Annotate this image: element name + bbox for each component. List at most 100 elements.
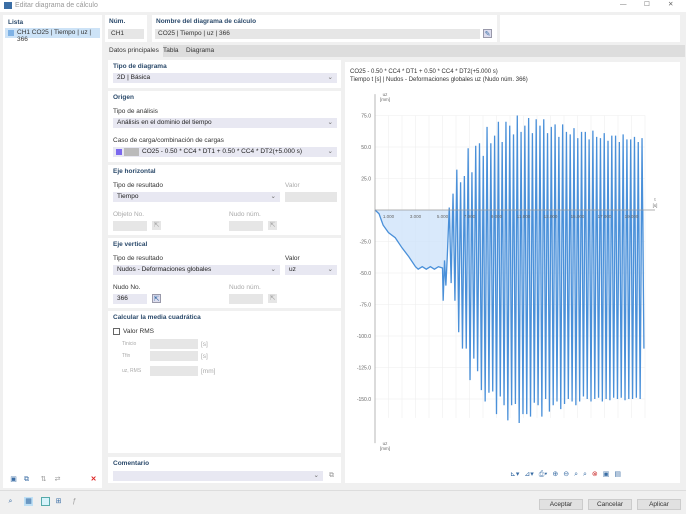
view-table-icon[interactable]: ▤ bbox=[614, 471, 622, 478]
pick-icon: ⇱ bbox=[268, 221, 277, 230]
tinicio-field bbox=[150, 339, 198, 349]
accept-button[interactable]: Aceptar bbox=[539, 499, 583, 510]
y-tick-label: 50.0 bbox=[361, 145, 371, 151]
valor-select[interactable]: uz ⌄ bbox=[285, 265, 337, 275]
x-axis-label: [s] bbox=[653, 203, 658, 208]
chevron-down-icon: ⌄ bbox=[327, 148, 333, 155]
y-tick-label: -150.0 bbox=[357, 397, 371, 403]
window-title: Editar diagrama de cálculo bbox=[15, 2, 98, 9]
comment-select[interactable]: ⌄ bbox=[113, 471, 323, 481]
rms-checkbox-label: Valor RMS bbox=[123, 328, 154, 335]
x-tick-label: 3.000 bbox=[410, 214, 422, 219]
y-tick-label: 25.0 bbox=[361, 177, 371, 183]
pick-node-icon[interactable]: ⇱ bbox=[152, 294, 161, 303]
nudo-label: Nudo núm. bbox=[229, 284, 261, 291]
chart-title: CO25 - 0.50 * CC4 * DT1 + 0.50 * CC4 * D… bbox=[350, 69, 498, 75]
name-field[interactable]: CO25 | Tiempo | uz | 366 bbox=[155, 29, 480, 39]
copy-icon[interactable]: ⧉ bbox=[24, 476, 29, 483]
color-icon[interactable] bbox=[41, 497, 50, 506]
zoom-window-icon[interactable]: ⌕ bbox=[574, 471, 578, 478]
result-type-select[interactable]: Tiempo ⌄ bbox=[113, 192, 280, 202]
select-value: Tiempo bbox=[117, 193, 139, 200]
tab-tabla[interactable]: Tabla bbox=[163, 47, 179, 54]
load-select[interactable]: CO25 - 0.50 * CC4 * DT1 + 0.50 * CC4 * D… bbox=[113, 147, 337, 157]
new-icon[interactable]: ▣ bbox=[10, 476, 17, 483]
objeto-label: Objeto No. bbox=[113, 211, 145, 218]
zoom-in-icon[interactable]: ⊕ bbox=[552, 471, 559, 478]
y-tick-label: -50.0 bbox=[360, 271, 372, 277]
tab-diagrama[interactable]: Diagrama bbox=[186, 47, 215, 54]
view-icon[interactable]: ▣ bbox=[602, 471, 610, 478]
section-header: Comentario bbox=[113, 460, 150, 467]
zoom-out-icon[interactable]: ⊖ bbox=[563, 471, 570, 478]
chart-subtitle: Tiempo t [s] | Nudos - Deformaciones glo… bbox=[350, 77, 528, 83]
series-line bbox=[374, 115, 645, 423]
result-type-select[interactable]: Nudos - Deformaciones globales ⌄ bbox=[113, 265, 280, 275]
zoom-reset-icon[interactable]: ⊗ bbox=[591, 471, 598, 478]
y-tick-label: -125.0 bbox=[357, 366, 371, 372]
num-box: Núm. CH1 bbox=[105, 15, 147, 42]
load-gray-swatch bbox=[124, 148, 139, 156]
tab-datos-principales[interactable]: Datos principales bbox=[105, 45, 163, 57]
apply-button[interactable]: Aplicar bbox=[637, 499, 681, 510]
section-eje-vertical: Eje vertical Tipo de resultado Valor Nud… bbox=[108, 238, 341, 308]
nudo-field bbox=[229, 294, 263, 304]
axis-settings-icon[interactable]: ⊾▾ bbox=[510, 471, 520, 478]
section-header: Tipo de diagrama bbox=[113, 63, 167, 70]
chevron-down-icon: ⌄ bbox=[313, 472, 319, 479]
rms-checkbox[interactable] bbox=[113, 328, 120, 335]
chevron-down-icon: ⌄ bbox=[270, 266, 276, 273]
section-origen: Origen Tipo de análisis Análisis en el d… bbox=[108, 91, 341, 162]
x-tick-label: 11.000 bbox=[517, 214, 531, 219]
list-header: Lista bbox=[8, 19, 24, 26]
y-tick-label: -75.0 bbox=[360, 303, 372, 309]
search-icon[interactable]: ⌕ bbox=[8, 498, 13, 505]
uz-rms-field bbox=[150, 366, 198, 376]
list-panel: Lista CH1 CO25 | Tiempo | uz | 366 ▣ ⧉ ⇅… bbox=[3, 15, 102, 488]
num-label: Núm. bbox=[109, 18, 126, 25]
nudo-no-label: Nudo No. bbox=[113, 284, 141, 291]
chart-panel: CO25 - 0.50 * CC4 * DT1 + 0.50 * CC4 * D… bbox=[345, 62, 680, 483]
result-type-label: Tipo de resultado bbox=[113, 182, 163, 189]
select-value: 2D | Básica bbox=[117, 74, 151, 81]
cancel-button[interactable]: Cancelar bbox=[588, 499, 632, 510]
section-comentario: Comentario ⌄ ⧉ bbox=[108, 457, 341, 483]
diagram-type-select[interactable]: 2D | Básica ⌄ bbox=[113, 73, 337, 83]
close-button[interactable]: ✕ bbox=[668, 1, 674, 8]
edit-icon[interactable]: ✎ bbox=[483, 29, 492, 38]
series-settings-icon[interactable]: ⊿▾ bbox=[524, 471, 534, 478]
title-bar: Editar diagrama de cálculo — ☐ ✕ bbox=[0, 0, 686, 12]
x-tick-label: 9.000 bbox=[491, 214, 503, 219]
list-item[interactable]: CH1 CO25 | Tiempo | uz | 366 bbox=[5, 28, 100, 43]
valor-label: Valor bbox=[285, 255, 300, 262]
nudo-no-field[interactable]: 366 bbox=[113, 294, 147, 304]
pick-icon: ⇱ bbox=[152, 221, 161, 230]
x-tick-label: 17.000 bbox=[598, 214, 612, 219]
structure-icon[interactable]: ⊞ bbox=[55, 498, 62, 505]
valor-label: Valor bbox=[285, 182, 300, 189]
model-icon[interactable]: ▦ bbox=[24, 497, 33, 506]
select-value: Nudos - Deformaciones globales bbox=[117, 266, 212, 273]
print-icon[interactable]: ⎙▾ bbox=[538, 471, 548, 478]
zoom-all-icon[interactable]: ⌕ bbox=[583, 471, 587, 478]
sort-icon[interactable]: ⇅ bbox=[40, 476, 47, 483]
minimize-button[interactable]: — bbox=[620, 1, 627, 8]
name-label: Nombre del diagrama de cálculo bbox=[156, 18, 257, 25]
delete-icon[interactable]: ✕ bbox=[90, 476, 97, 483]
analysis-select[interactable]: Análisis en el dominio del tiempo ⌄ bbox=[113, 118, 337, 128]
renumber-icon[interactable]: ⇄ bbox=[54, 476, 61, 483]
section-rms: Calcular la media cuadrática Valor RMS T… bbox=[108, 311, 341, 453]
item-icon bbox=[8, 30, 14, 36]
chevron-down-icon: ⌄ bbox=[327, 266, 333, 273]
x-tick-label: 15.000 bbox=[571, 214, 585, 219]
copy-comment-icon[interactable]: ⧉ bbox=[329, 472, 334, 479]
num-field[interactable]: CH1 bbox=[108, 29, 144, 39]
uz-rms-label: uz, RMS bbox=[122, 368, 142, 374]
extra-box bbox=[500, 15, 680, 42]
formula-icon[interactable]: ƒ bbox=[72, 498, 77, 505]
chevron-down-icon: ⌄ bbox=[270, 193, 276, 200]
x-tick-label: 1.000 bbox=[383, 214, 395, 219]
x-tick-label: 13.000 bbox=[544, 214, 558, 219]
maximize-button[interactable]: ☐ bbox=[644, 1, 650, 8]
section-header: Eje horizontal bbox=[113, 168, 156, 175]
